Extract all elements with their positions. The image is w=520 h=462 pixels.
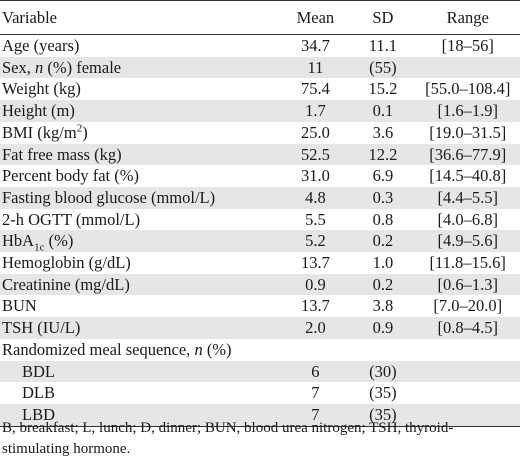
mean-cell: 4.8 xyxy=(278,186,353,209)
header-sd: SD xyxy=(352,0,414,35)
variable-cell: Fasting blood glucose (mmol/L) xyxy=(0,186,279,209)
sd-cell: 15.2 xyxy=(368,79,398,99)
variable-cell: Weight (kg) xyxy=(2,79,81,99)
sd-cell: 1.0 xyxy=(372,253,394,273)
mean-cell: 7 xyxy=(311,383,320,403)
sd-cell: (55) xyxy=(352,56,414,79)
variable-cell: LBD xyxy=(0,403,279,427)
mean-cell: 52.5 xyxy=(278,143,353,166)
variable-cell: Creatinine (mg/dL) xyxy=(0,273,279,296)
variable-cell: Fat free mass (kg) xyxy=(0,143,279,166)
sd-cell: 3.6 xyxy=(372,122,394,142)
range-cell: [0.6–1.3] xyxy=(413,273,520,296)
table-row: Percent body fat (%) 31.0 6.9 [14.5–40.8… xyxy=(0,165,520,187)
table-row: Weight (kg) 75.4 15.2 [55.0–108.4] xyxy=(0,78,520,100)
table-row: BDL 6 (30) xyxy=(0,360,520,383)
variable-cell: Hemoglobin (g/dL) xyxy=(2,253,131,273)
range-cell: [19.0–31.5] xyxy=(429,122,507,142)
range-cell: [36.6–77.9] xyxy=(413,143,520,166)
table-row: BMI (kg/m2) 25.0 3.6 [19.0–31.5] xyxy=(0,122,520,144)
mean-cell: 13.7 xyxy=(300,253,330,273)
table-row: BUN 13.7 3.8 [7.0–20.0] xyxy=(0,295,520,317)
sd-cell: (35) xyxy=(352,403,414,427)
sd-cell: 0.2 xyxy=(352,273,414,296)
sd-cell: 0.8 xyxy=(372,209,394,229)
sd-cell: 12.2 xyxy=(352,143,414,166)
range-cell xyxy=(413,403,520,427)
range-cell: [1.6–1.9] xyxy=(413,100,520,122)
table-row: LBD 7 (35) xyxy=(0,403,520,427)
variable-cell: DLB xyxy=(22,383,55,403)
header-variable: Variable xyxy=(0,0,279,35)
range-cell: [4.0–6.8] xyxy=(437,209,498,229)
mean-cell: 75.4 xyxy=(300,79,330,99)
mean-cell: 34.7 xyxy=(300,36,330,55)
range-cell: [4.4–5.5] xyxy=(413,186,520,209)
table-row: Hemoglobin (g/dL) 13.7 1.0 [11.8–15.6] xyxy=(0,252,520,274)
table-footnote: B, breakfast; L, lunch; D, dinner; BUN, … xyxy=(2,420,454,457)
sd-cell: 11.1 xyxy=(368,36,398,55)
variable-cell: 2-h OGTT (mmol/L) xyxy=(2,209,141,229)
variable-cell: HbA1c (%) xyxy=(0,230,279,253)
sd-cell: (35) xyxy=(369,383,397,403)
variable-cell: Age (years) xyxy=(2,36,80,55)
range-cell xyxy=(413,339,520,361)
sd-cell: 0.2 xyxy=(352,230,414,253)
mean-cell: 1.7 xyxy=(278,100,353,122)
table-row: DLB 7 (35) xyxy=(0,382,520,404)
table-row: 2-h OGTT (mmol/L) 5.5 0.8 [4.0–6.8] xyxy=(0,209,520,231)
range-cell xyxy=(413,360,520,383)
table-row: Fat free mass (kg) 52.5 12.2 [36.6–77.9] xyxy=(0,143,520,166)
variable-cell: Percent body fat (%) xyxy=(2,166,139,186)
table-row: Creatinine (mg/dL) 0.9 0.2 [0.6–1.3] xyxy=(0,273,520,296)
variable-cell: BUN xyxy=(2,296,37,316)
sd-cell: 6.9 xyxy=(372,166,394,186)
range-cell: [14.5–40.8] xyxy=(429,166,507,186)
range-cell: [11.8–15.6] xyxy=(429,253,506,273)
variable-cell: Height (m) xyxy=(0,100,279,122)
header-range: Range xyxy=(413,0,520,35)
range-cell: [7.0–20.0] xyxy=(433,296,503,316)
sd-cell: 0.1 xyxy=(352,100,414,122)
mean-cell: 5.2 xyxy=(278,230,353,253)
baseline-characteristics-table: Variable Mean SD Range Age (years) 34.7 … xyxy=(0,0,520,427)
variable-cell: Sex, n (%) female xyxy=(0,56,279,79)
mean-cell: 13.7 xyxy=(300,296,330,316)
sd-cell: 3.8 xyxy=(372,296,394,316)
sd-cell xyxy=(352,339,413,361)
sd-cell: (30) xyxy=(352,360,414,383)
mean-cell: 5.5 xyxy=(305,209,326,229)
sd-cell: 0.9 xyxy=(352,317,414,339)
variable-cell: BMI (kg/m2) xyxy=(2,122,88,142)
mean-cell: 25.0 xyxy=(300,122,330,142)
variable-cell: TSH (IU/L) xyxy=(0,317,279,339)
header-row: Variable Mean SD Range xyxy=(0,0,520,35)
range-cell xyxy=(413,382,520,404)
range-cell xyxy=(413,56,520,79)
table-row: Fasting blood glucose (mmol/L) 4.8 0.3 [… xyxy=(0,186,520,209)
mean-cell xyxy=(278,339,352,361)
range-cell: [18–56] xyxy=(441,36,494,55)
mean-cell: 2.0 xyxy=(278,317,353,339)
header-mean: Mean xyxy=(278,0,353,35)
variable-cell: BDL xyxy=(0,360,279,383)
mean-cell: 0.9 xyxy=(278,273,353,296)
mean-cell: 11 xyxy=(278,56,353,79)
range-cell: [0.8–4.5] xyxy=(413,317,520,339)
table-row: TSH (IU/L) 2.0 0.9 [0.8–4.5] xyxy=(0,317,520,339)
table-row: HbA1c (%) 5.2 0.2 [4.9–5.6] xyxy=(0,230,520,253)
range-cell: [4.9–5.6] xyxy=(413,230,520,253)
mean-cell: 31.0 xyxy=(300,166,330,186)
range-cell: [55.0–108.4] xyxy=(425,79,511,99)
table-row: Age (years) 34.7 11.1 [18–56] xyxy=(0,35,520,57)
section-label: Randomized meal sequence, n (%) xyxy=(2,339,232,359)
table-row: Height (m) 1.7 0.1 [1.6–1.9] xyxy=(0,100,520,122)
mean-cell: 7 xyxy=(278,403,353,427)
mean-cell: 6 xyxy=(278,360,353,383)
sd-cell: 0.3 xyxy=(352,186,414,209)
table-row-section: Randomized meal sequence, n (%) xyxy=(0,339,520,361)
table-row: Sex, n (%) female 11 (55) xyxy=(0,56,520,79)
